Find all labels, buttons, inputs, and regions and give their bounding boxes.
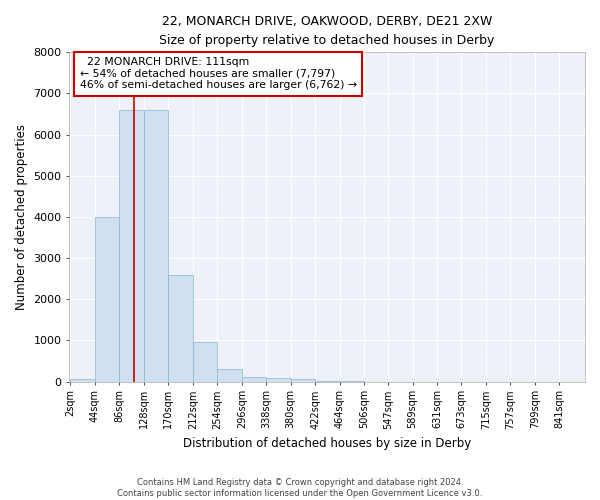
Bar xyxy=(315,381,340,382)
Bar xyxy=(291,380,315,382)
Bar xyxy=(119,110,144,382)
Bar xyxy=(70,380,95,382)
X-axis label: Distribution of detached houses by size in Derby: Distribution of detached houses by size … xyxy=(183,437,471,450)
Bar xyxy=(266,378,291,382)
Text: Contains HM Land Registry data © Crown copyright and database right 2024.
Contai: Contains HM Land Registry data © Crown c… xyxy=(118,478,482,498)
Bar xyxy=(95,217,119,382)
Text: 22 MONARCH DRIVE: 111sqm
← 54% of detached houses are smaller (7,797)
46% of sem: 22 MONARCH DRIVE: 111sqm ← 54% of detach… xyxy=(80,58,357,90)
Bar xyxy=(217,369,242,382)
Bar xyxy=(193,342,217,382)
Bar xyxy=(144,110,169,382)
Bar xyxy=(242,376,266,382)
Bar xyxy=(169,274,193,382)
Title: 22, MONARCH DRIVE, OAKWOOD, DERBY, DE21 2XW
Size of property relative to detache: 22, MONARCH DRIVE, OAKWOOD, DERBY, DE21 … xyxy=(160,15,495,47)
Y-axis label: Number of detached properties: Number of detached properties xyxy=(15,124,28,310)
